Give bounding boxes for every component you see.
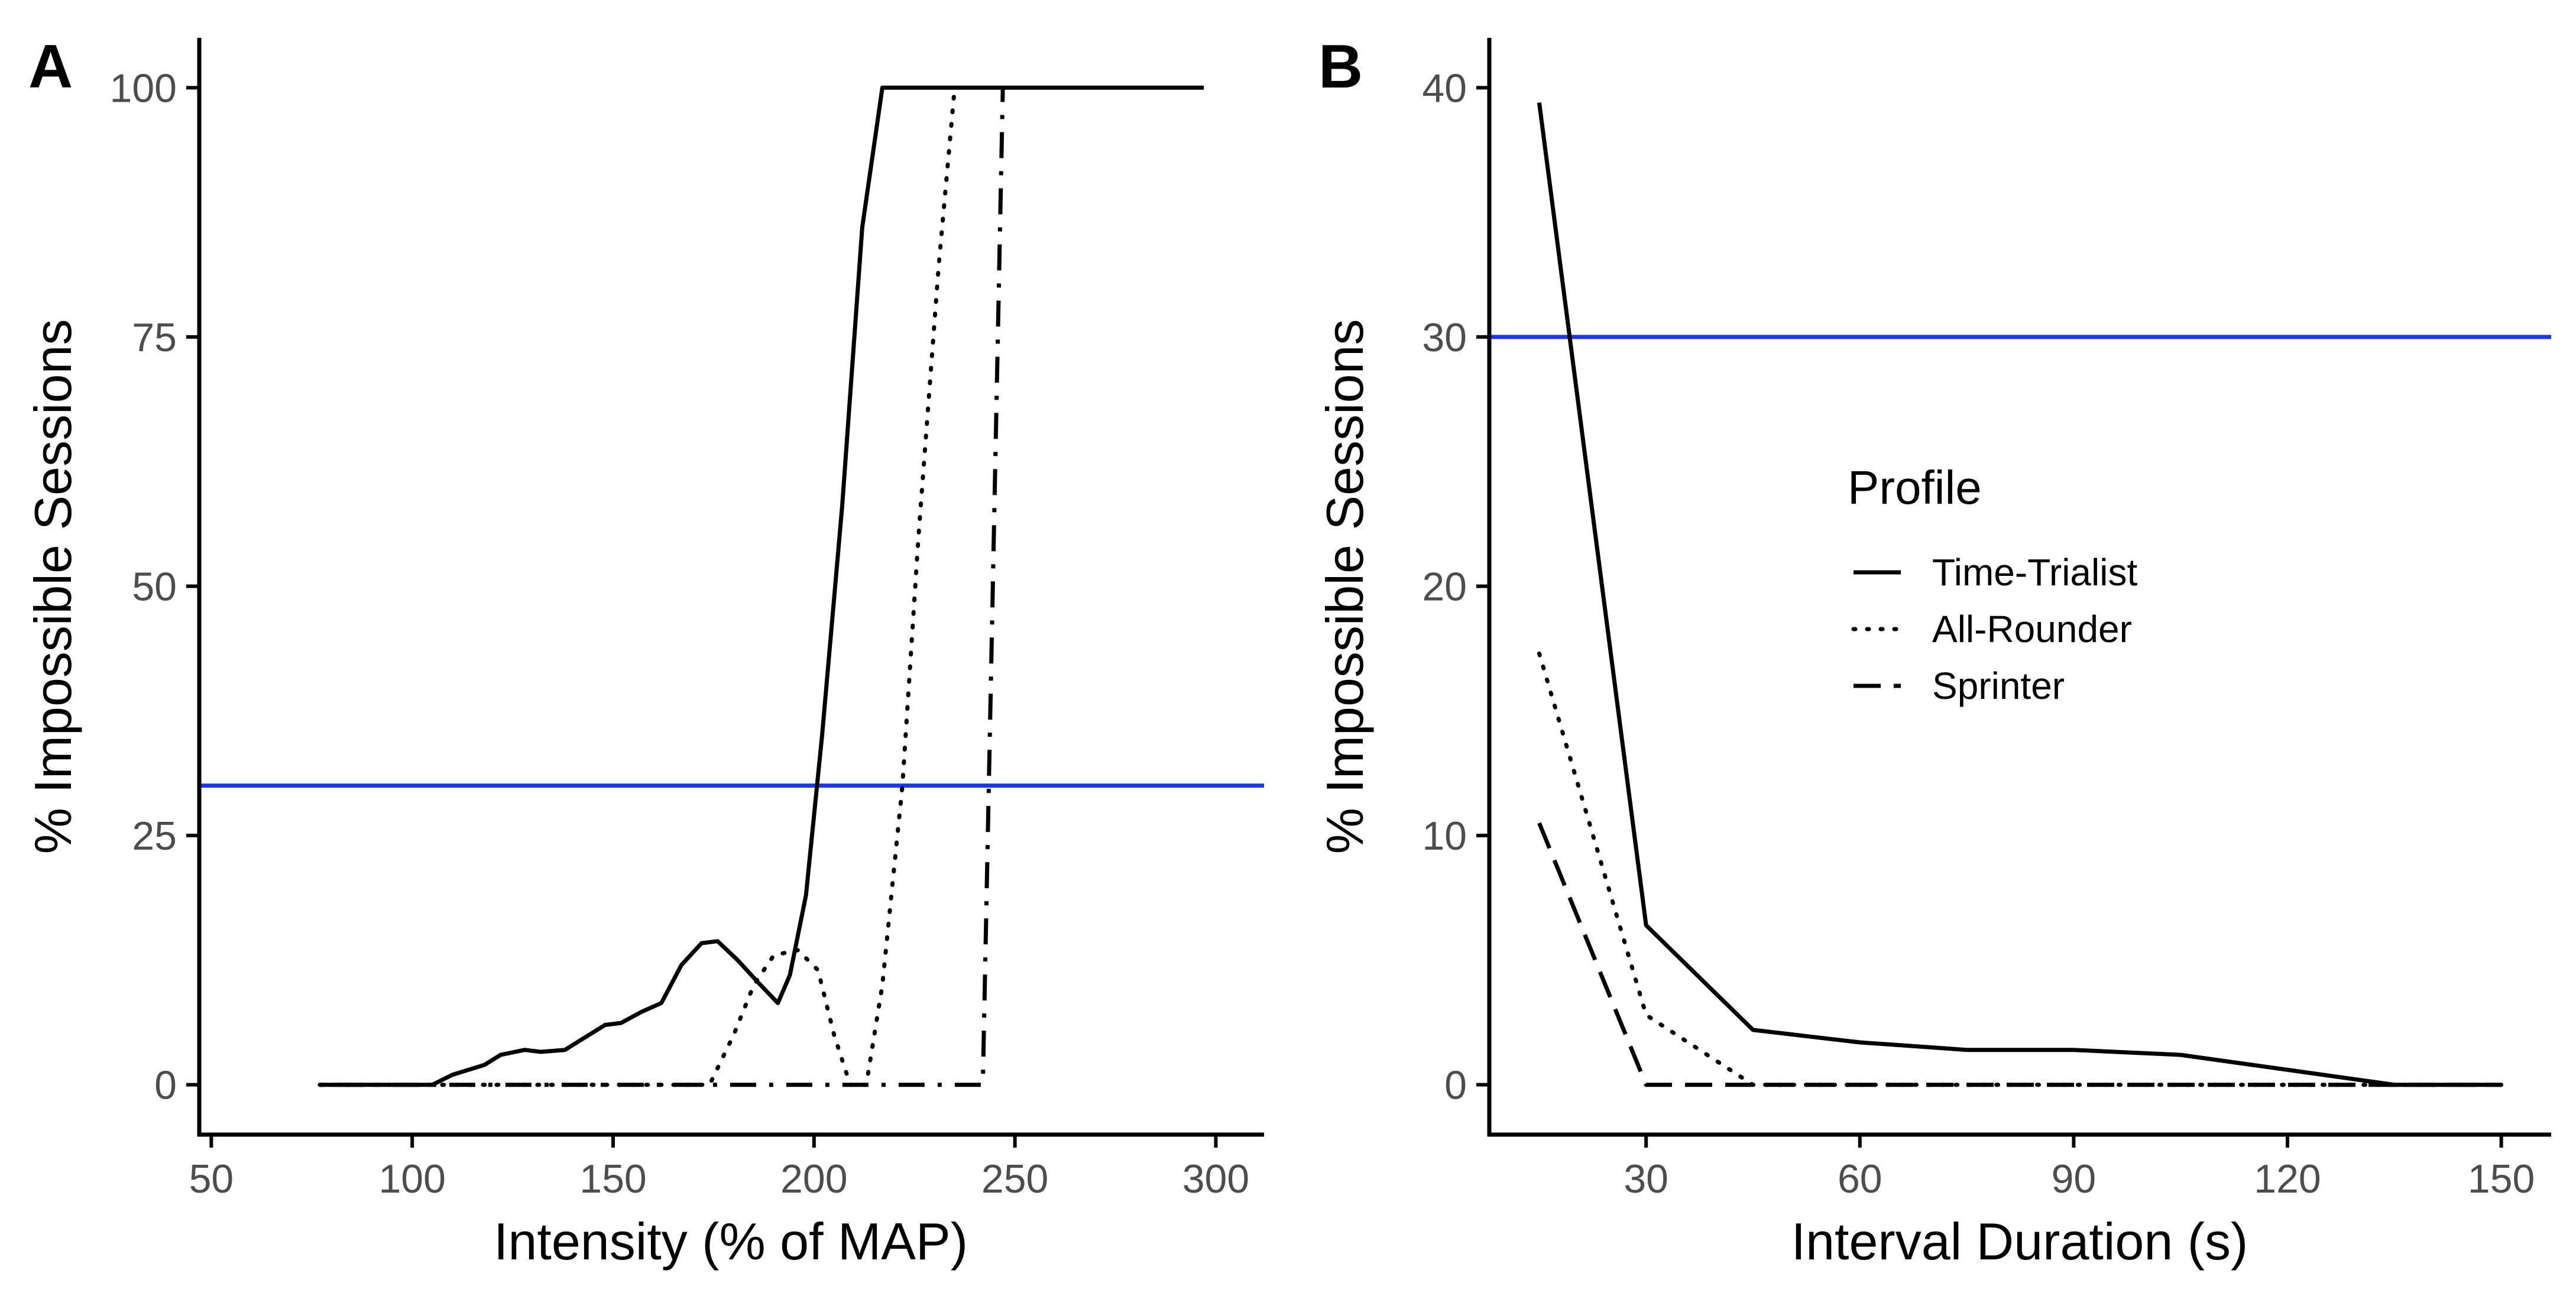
panel-b-y-tick-label: 40 [1422, 66, 1467, 111]
panel-a-x-axis-title: Intensity (% of MAP) [494, 1212, 968, 1271]
panel-a-x-tick-label: 50 [189, 1157, 234, 1201]
panel-b-plot-area [1489, 102, 2551, 1087]
panel-a-plot-area [199, 85, 1264, 1087]
panel-a-x-tick-label: 200 [780, 1157, 847, 1201]
panel-b-x-tick-label: 90 [2052, 1157, 2097, 1201]
legend-label: Sprinter [1932, 665, 2065, 707]
panel-a-x-tick-label: 150 [579, 1157, 646, 1201]
panel-b-series-sprinter [1537, 822, 2502, 1087]
panel-b-ticks: 30 60 90 120 150 0 10 20 30 40 [1422, 66, 2535, 1201]
panel-b-y-axis-title: % Impossible Sessions [1315, 319, 1374, 854]
legend-label: Time-Trialist [1932, 551, 2137, 594]
panel-a: A 50 100 150 200 250 300 0 25 50 75 100 Intensity … [24, 33, 1264, 1271]
panel-a-x-tick-label: 300 [1182, 1157, 1249, 1201]
legend-title: Profile [1848, 461, 1982, 514]
panel-a-letter: A [28, 33, 73, 101]
panel-b-x-tick-label: 150 [2468, 1157, 2535, 1201]
panel-b-x-tick-label: 60 [1838, 1157, 1882, 1201]
panel-b-y-tick-label: 10 [1422, 814, 1467, 859]
panel-a-series-time-trialist [319, 85, 1204, 1087]
panel-b-letter: B [1318, 33, 1363, 101]
panel-a-y-tick-label: 100 [110, 66, 177, 111]
panel-b-x-tick-label: 30 [1624, 1157, 1668, 1201]
panel-b: B 30 60 90 120 150 0 10 20 30 40 Interval Duratio… [1315, 33, 2551, 1271]
panel-a-x-tick-label: 250 [981, 1157, 1048, 1201]
panel-a-y-axis-title: % Impossible Sessions [24, 319, 82, 854]
legend: Profile Time-Trialist All-Rounder Sprinter [1848, 461, 2137, 707]
legend-label: All-Rounder [1932, 608, 2132, 650]
legend-items: Time-Trialist All-Rounder Sprinter [1851, 551, 2137, 707]
panel-b-series-time-trialist [1537, 102, 2502, 1087]
panel-b-y-tick-label: 0 [1444, 1063, 1467, 1108]
panel-b-x-tick-label: 120 [2254, 1157, 2321, 1201]
panel-a-series-sprinter [319, 88, 1005, 1087]
panel-b-y-tick-label: 20 [1422, 565, 1467, 610]
panel-a-ticks: 50 100 150 200 250 300 0 25 50 75 100 [110, 66, 1250, 1201]
panel-a-y-tick-label: 25 [132, 814, 177, 859]
panel-b-series-all-rounder [1537, 651, 2504, 1087]
panel-a-y-tick-label: 50 [132, 565, 177, 610]
panel-a-x-tick-label: 100 [378, 1157, 445, 1201]
panel-b-y-tick-label: 30 [1422, 315, 1467, 360]
panel-a-series-all-rounder [317, 85, 957, 1087]
panel-a-y-tick-label: 0 [154, 1063, 177, 1108]
panel-b-x-axis-title: Interval Duration (s) [1791, 1212, 2248, 1271]
panel-a-y-tick-label: 75 [132, 315, 177, 360]
